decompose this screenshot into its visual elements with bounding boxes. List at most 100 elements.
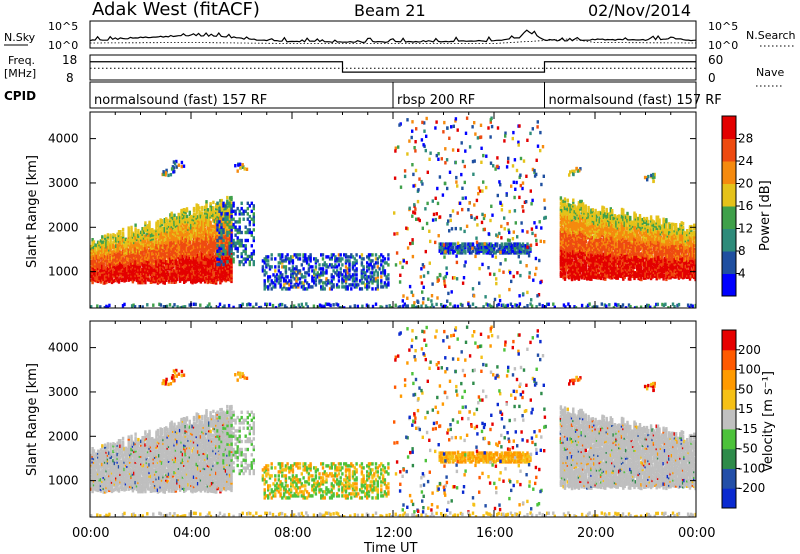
- power-cell: [568, 242, 571, 246]
- power-cell: [174, 261, 178, 265]
- power-cell: [304, 275, 307, 279]
- power-cell: [176, 227, 179, 231]
- power-cell: [483, 249, 487, 253]
- power-cell: [208, 279, 211, 283]
- power-cell: [343, 279, 346, 283]
- power-cell: [151, 244, 154, 249]
- power-cell: [446, 299, 449, 303]
- power-cell: [110, 273, 114, 277]
- power-cell: [579, 203, 582, 207]
- power-cell: [174, 263, 178, 267]
- power-cell: [485, 249, 488, 253]
- power-cell: [205, 272, 208, 277]
- power-cell: [146, 272, 150, 276]
- power-cell: [148, 228, 151, 232]
- power-cell: [96, 251, 100, 256]
- power-cell: [565, 242, 568, 246]
- power-cell: [112, 236, 115, 241]
- power-cell: [201, 252, 204, 256]
- power-cell: [415, 127, 418, 131]
- power-cell: [226, 207, 229, 211]
- power-cell: [406, 152, 409, 156]
- power-cell: [236, 238, 239, 243]
- power-cell: [503, 245, 506, 250]
- power-cell: [190, 261, 193, 265]
- power-cell: [201, 267, 204, 271]
- power-cell: [374, 287, 378, 291]
- power-cell: [350, 275, 353, 279]
- power-cell: [109, 250, 112, 254]
- power-cell: [140, 260, 143, 264]
- power-cell: [180, 229, 183, 233]
- power-cell: [580, 255, 583, 259]
- power-cell: [220, 264, 223, 268]
- power-cell: [91, 238, 94, 242]
- power-cell: [169, 230, 172, 234]
- power-cell: [573, 226, 576, 231]
- power-cell: [99, 278, 103, 282]
- power-cell: [177, 231, 180, 235]
- power-cell: [573, 262, 576, 266]
- power-cell: [436, 296, 439, 300]
- power-cell: [242, 262, 245, 267]
- power-cell: [467, 247, 470, 252]
- power-cell: [138, 232, 141, 236]
- power-cell: [156, 240, 160, 244]
- power-cell: [188, 234, 191, 239]
- power-cell: [321, 253, 325, 257]
- power-cell: [126, 261, 129, 265]
- power-cell: [127, 233, 130, 238]
- power-cell: [110, 262, 114, 266]
- power-cell: [468, 244, 472, 248]
- power-cell: [96, 253, 100, 257]
- power-cell: [477, 245, 481, 250]
- power-cell: [489, 251, 492, 256]
- power-cell: [232, 201, 235, 205]
- power-cell: [566, 206, 569, 210]
- power-cell: [108, 255, 111, 259]
- power-cell: [213, 234, 216, 238]
- power-cell: [376, 273, 379, 277]
- power-cell: [213, 255, 216, 259]
- power-cell: [584, 262, 587, 266]
- power-cell: [128, 245, 132, 250]
- power-cell: [223, 270, 226, 274]
- power-cell: [559, 239, 563, 243]
- power-cell: [535, 158, 538, 162]
- power-cell: [206, 264, 210, 268]
- power-cell: [177, 235, 180, 239]
- power-cell: [216, 212, 219, 217]
- power-cell: [148, 230, 151, 234]
- power-cell: [101, 235, 104, 239]
- power-cell: [537, 293, 541, 297]
- power-cell: [187, 255, 190, 259]
- power-cell: [566, 211, 569, 216]
- power-cell: [213, 215, 216, 220]
- power-cell: [588, 271, 592, 276]
- power-cell: [374, 269, 378, 273]
- power-cell: [115, 240, 118, 245]
- power-cell: [199, 280, 203, 284]
- power-cell: [174, 218, 178, 223]
- power-cell: [109, 233, 112, 237]
- power-cell: [346, 271, 349, 275]
- power-cell: [171, 278, 175, 282]
- power-cell: [302, 285, 305, 289]
- power-cell: [121, 255, 125, 260]
- power-cell: [167, 235, 171, 239]
- power-cell: [574, 246, 578, 250]
- power-cell: [202, 222, 205, 226]
- power-cell: [586, 249, 589, 253]
- power-cell: [205, 255, 208, 260]
- power-cell: [508, 287, 511, 292]
- power-cell: [160, 252, 164, 256]
- power-cell: [113, 269, 116, 273]
- power-cell: [155, 255, 158, 259]
- power-cell: [298, 253, 302, 257]
- power-cell: [185, 263, 189, 267]
- power-cell: [385, 285, 388, 289]
- power-cell: [215, 204, 218, 209]
- power-cell: [223, 259, 226, 263]
- power-cell: [140, 279, 143, 283]
- power-cell: [568, 248, 571, 252]
